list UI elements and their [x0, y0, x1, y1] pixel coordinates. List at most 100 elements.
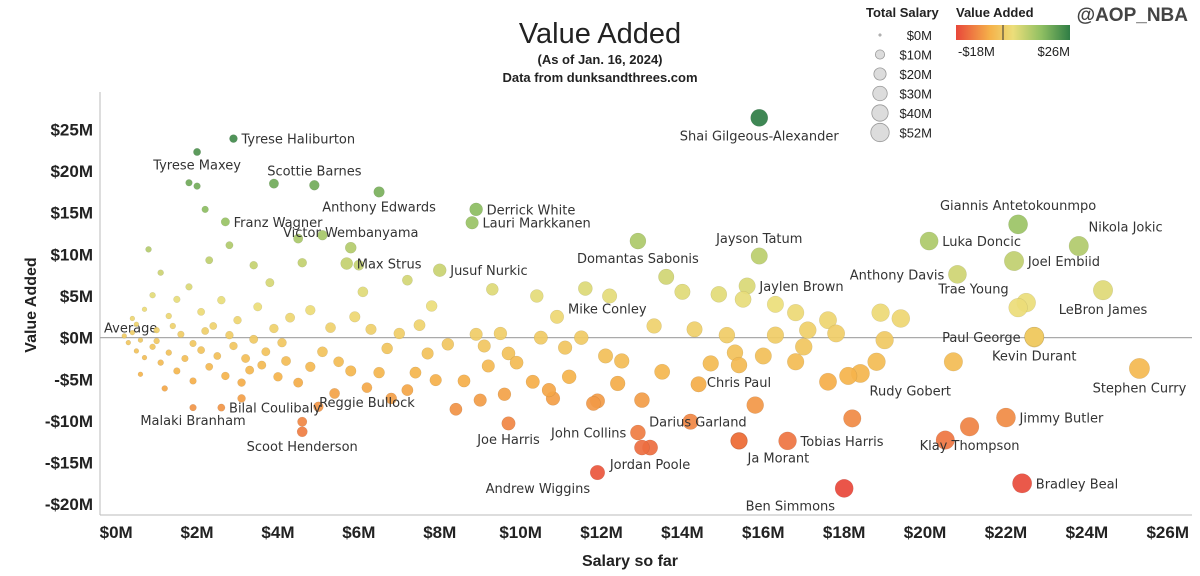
player-point-unlabeled [935, 430, 955, 450]
player-point-unlabeled [557, 340, 573, 355]
player-point [501, 416, 516, 431]
player-point-unlabeled [409, 366, 422, 379]
player-point-unlabeled [401, 384, 414, 397]
player-point [1004, 251, 1025, 272]
player-point-unlabeled [561, 369, 577, 385]
player-label: John Collins [550, 427, 627, 442]
player-point-unlabeled [173, 367, 181, 375]
player-label: Jaylen Brown [758, 280, 843, 295]
player-point-unlabeled [891, 309, 911, 328]
x-tick-label: $0M [100, 523, 133, 542]
y-tick-label: -$5M [54, 370, 93, 389]
player-label: Ben Simmons [746, 499, 836, 514]
x-tick-label: $10M [499, 523, 542, 542]
player-point-unlabeled [457, 374, 471, 388]
player-point [373, 186, 385, 198]
player-point [746, 396, 764, 414]
player-point-unlabeled [317, 230, 328, 241]
player-point-unlabeled [381, 342, 393, 355]
y-tick-label: -$20M [45, 495, 93, 514]
player-label: Stephen Curry [1093, 382, 1187, 397]
player-point-unlabeled [654, 363, 671, 380]
player-point-unlabeled [217, 295, 226, 305]
player-point [996, 407, 1016, 428]
player-point-unlabeled [269, 323, 279, 334]
player-label: LeBron James [1059, 303, 1148, 318]
player-point-unlabeled [249, 260, 258, 270]
player-point [361, 382, 373, 394]
x-tick-label: $14M [661, 523, 704, 542]
player-point [1093, 280, 1114, 301]
player-point-unlabeled [137, 337, 144, 343]
player-point-unlabeled [141, 354, 148, 361]
player-point-unlabeled [682, 413, 699, 430]
player-label: Darius Garland [649, 416, 747, 431]
player-point-unlabeled [305, 304, 316, 316]
player-point-unlabeled [766, 295, 784, 313]
x-tick-label: $6M [342, 523, 375, 542]
player-point-unlabeled [173, 295, 181, 303]
x-tick-label: $18M [823, 523, 866, 542]
player-point-unlabeled [449, 402, 463, 416]
player-label: Luka Doncic [942, 235, 1021, 250]
player-point-unlabeled [497, 387, 512, 402]
size-legend-circle [871, 104, 889, 122]
player-point-unlabeled [493, 326, 508, 341]
player-label: Jordan Poole [609, 458, 690, 473]
player-point-unlabeled [353, 259, 365, 271]
player-point-unlabeled [237, 378, 246, 387]
average-line-label: Average [104, 322, 157, 337]
player-label: Victor Wembanyama [283, 226, 418, 241]
player-label: Bilal Coulibaly [229, 402, 321, 417]
player-point-unlabeled [674, 283, 691, 300]
player-label: Jayson Tatum [715, 232, 802, 247]
player-point-unlabeled [787, 353, 805, 371]
player-label: Kevin Durant [992, 350, 1076, 365]
size-legend-circle [874, 49, 886, 60]
player-point [217, 403, 226, 412]
player-point [750, 247, 768, 265]
size-legend-entries: $0M $10M $20M $30M $40M $52M [870, 28, 932, 143]
player-point-unlabeled [189, 377, 197, 385]
player-point-unlabeled [193, 182, 201, 190]
y-axis-title: Value Added [23, 257, 40, 352]
x-tick-label: $20M [904, 523, 947, 542]
player-point-unlabeled [165, 349, 172, 356]
chart-source: Data from dunksandthrees.com [502, 70, 697, 85]
color-ramp-min-label: -$18M [958, 44, 995, 59]
player-point-unlabeled [281, 355, 292, 366]
size-legend-circle [873, 67, 887, 81]
player-label: Klay Thompson [920, 439, 1020, 454]
player-point [189, 403, 197, 412]
player-point [432, 263, 447, 277]
player-point-unlabeled [718, 326, 736, 344]
x-tick-label: $2M [181, 523, 214, 542]
player-point-unlabeled [658, 268, 675, 285]
y-tick-label: -$10M [45, 412, 93, 431]
player-point-unlabeled [153, 337, 160, 345]
player-point-unlabeled [690, 376, 707, 393]
player-point-unlabeled [201, 327, 210, 335]
size-legend-label: $10M [899, 48, 932, 63]
color-ramp-bar [956, 25, 1070, 40]
player-point-unlabeled [137, 371, 144, 377]
player-point [778, 431, 797, 451]
player-point-unlabeled [141, 306, 148, 313]
player-point-unlabeled [233, 315, 242, 325]
player-label: Ja Morant [747, 451, 810, 466]
player-point-unlabeled [149, 291, 156, 299]
size-legend-label: $0M [907, 28, 932, 43]
player-point-unlabeled [839, 366, 858, 385]
x-tick-label: $16M [742, 523, 785, 542]
player-point-unlabeled [634, 439, 650, 456]
size-legend-label: $40M [899, 106, 932, 121]
player-point-unlabeled [365, 323, 377, 335]
player-point-unlabeled [277, 337, 287, 348]
x-tick-label: $4M [261, 523, 294, 542]
player-point [193, 148, 202, 156]
player-point-unlabeled [189, 339, 197, 348]
player-point-unlabeled [313, 401, 324, 412]
player-point-unlabeled [578, 281, 593, 296]
player-label: Anthony Edwards [322, 200, 436, 215]
